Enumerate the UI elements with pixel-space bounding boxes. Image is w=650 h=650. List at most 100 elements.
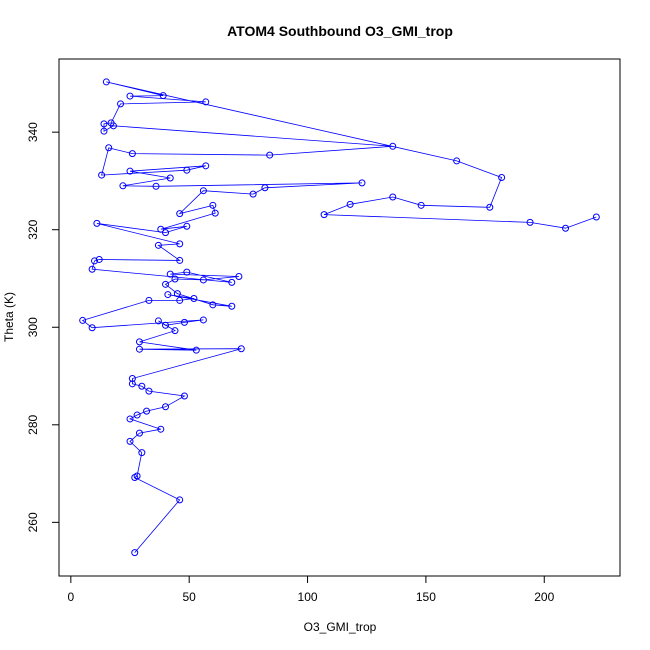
data-point <box>176 496 184 504</box>
data-point <box>162 280 170 288</box>
x-tick-label: 150 <box>416 590 436 604</box>
data-point <box>235 273 243 281</box>
data-point <box>100 120 108 128</box>
data-point <box>176 210 184 218</box>
x-tick-label: 200 <box>534 590 554 604</box>
data-point <box>162 229 170 237</box>
data-point <box>126 92 134 100</box>
x-axis: 0 50 100 150 200 <box>67 575 555 604</box>
data-point <box>173 290 181 298</box>
data-point <box>389 142 397 150</box>
data-point <box>266 151 274 159</box>
chart-title: ATOM4 Southbound O3_GMI_trop <box>227 23 453 39</box>
data-point <box>180 392 188 400</box>
data-point <box>88 324 96 332</box>
x-tick-label: 0 <box>67 590 74 604</box>
data-point <box>176 256 184 264</box>
data-point <box>138 449 146 457</box>
data-point <box>417 201 425 209</box>
data-point <box>88 265 96 273</box>
data-point <box>98 171 106 179</box>
data-point <box>135 338 143 346</box>
data-point <box>180 318 188 326</box>
data-point <box>199 276 207 284</box>
data-point <box>93 219 101 227</box>
data-point <box>126 167 134 175</box>
data-point <box>498 174 506 182</box>
data-point <box>320 211 328 219</box>
data-point <box>164 291 172 299</box>
data-point <box>166 270 174 278</box>
data-point <box>389 193 397 201</box>
data-point <box>166 174 174 182</box>
data-point <box>176 240 184 248</box>
data-point <box>592 213 600 221</box>
data-point <box>126 415 134 423</box>
data-point <box>183 222 191 230</box>
data-point <box>152 182 160 190</box>
y-axis: 260 280 300 320 340 <box>26 122 60 532</box>
data-point <box>358 179 366 187</box>
data-point <box>171 275 179 283</box>
data-point <box>100 127 108 135</box>
data-point <box>192 346 200 354</box>
data-point <box>143 407 151 415</box>
data-point <box>119 182 127 190</box>
data-point <box>526 218 534 226</box>
data-point <box>145 387 153 395</box>
data-point <box>199 187 207 195</box>
data-point <box>183 166 191 174</box>
data-point <box>249 190 257 198</box>
data-point <box>209 301 217 309</box>
x-axis-label: O3_GMI_trop <box>304 620 377 634</box>
data-point <box>91 257 99 265</box>
data-point <box>261 184 269 192</box>
data-point <box>209 201 217 209</box>
data-point <box>135 429 143 437</box>
data-point <box>202 162 210 170</box>
data-point <box>562 224 570 232</box>
x-tick-label: 100 <box>298 590 318 604</box>
data-point <box>128 150 136 158</box>
data-point <box>228 278 236 286</box>
data-point <box>228 302 236 310</box>
data-point <box>138 382 146 390</box>
data-point <box>154 317 162 325</box>
data-point <box>135 345 143 353</box>
data-point <box>117 100 125 108</box>
data-point <box>102 78 110 86</box>
data-point <box>157 225 165 233</box>
data-point <box>162 321 170 329</box>
data-point <box>154 241 162 249</box>
data-point <box>159 92 167 100</box>
data-point <box>126 437 134 445</box>
data-point <box>346 200 354 208</box>
data-point <box>183 268 191 276</box>
data-point <box>79 316 87 324</box>
series-layer <box>79 78 600 557</box>
data-point <box>133 411 141 419</box>
y-tick-label: 340 <box>26 122 40 142</box>
data-point <box>211 209 219 217</box>
y-axis-label: Theta (K) <box>2 292 16 342</box>
data-point <box>486 203 494 211</box>
y-tick-label: 300 <box>26 317 40 337</box>
y-tick-label: 260 <box>26 512 40 532</box>
x-tick-label: 50 <box>183 590 197 604</box>
data-point <box>133 472 141 480</box>
y-tick-label: 280 <box>26 414 40 434</box>
data-point <box>176 296 184 304</box>
data-point <box>107 119 115 127</box>
data-point <box>190 294 198 302</box>
data-point <box>95 255 103 263</box>
data-point <box>453 157 461 165</box>
data-point <box>199 316 207 324</box>
data-point <box>105 144 113 152</box>
data-point <box>237 345 245 353</box>
data-point <box>131 549 139 557</box>
data-point <box>145 296 153 304</box>
data-point <box>128 380 136 388</box>
data-point <box>202 98 210 106</box>
